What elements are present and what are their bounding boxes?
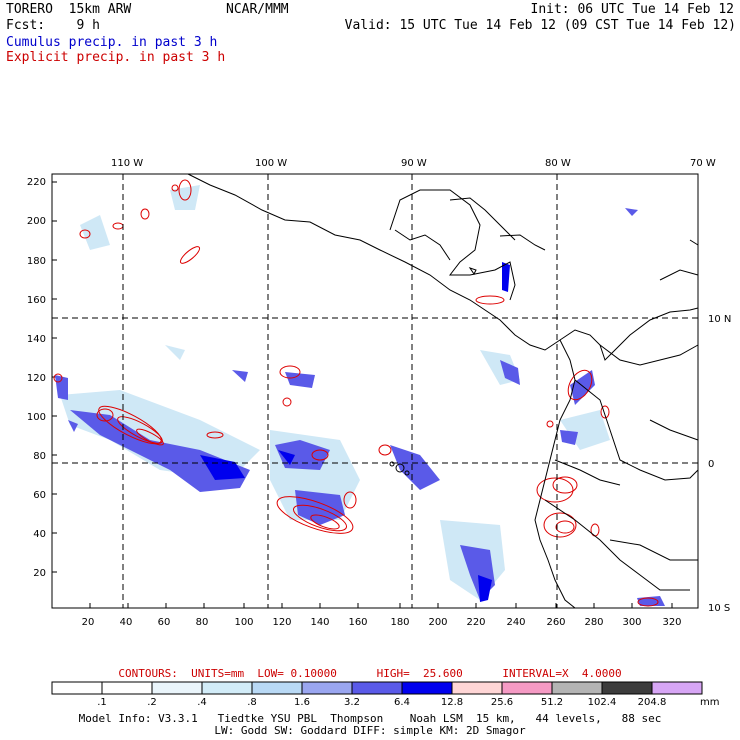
explicit-precip-contours [53, 179, 659, 607]
x-tick: 40 [120, 617, 133, 628]
graticule [52, 174, 698, 608]
legend-label: .8 [247, 697, 257, 708]
lon-label: 70 W [690, 158, 716, 169]
x-tick: 80 [196, 617, 209, 628]
model-title: TORERO 15km ARW [6, 2, 132, 17]
x-tick: 140 [310, 617, 329, 628]
lon-label: 80 W [545, 158, 571, 169]
init-time: Init: 06 UTC Tue 14 Feb 12 [530, 2, 735, 17]
x-tick: 280 [584, 617, 603, 628]
legend-color-box [101, 681, 153, 695]
legend-label: .2 [147, 697, 157, 708]
legend-label: 3.2 [344, 697, 360, 708]
legend-color-box [551, 681, 603, 695]
legend-color-box [351, 681, 403, 695]
valid-time: Valid: 15 UTC Tue 14 Feb 12 (09 CST Tue … [344, 18, 736, 33]
x-tick: 120 [272, 617, 291, 628]
legend-label: 25.6 [491, 697, 513, 708]
model-info-line1: Model Info: V3.3.1 Tiedtke YSU PBL Thomp… [78, 712, 662, 725]
y-tick: 120 [27, 373, 46, 384]
x-tick: 320 [662, 617, 681, 628]
x-tick: 60 [158, 617, 171, 628]
explicit-field-label: Explicit precip. in past 3 h [6, 50, 226, 65]
legend-color-box [201, 681, 253, 695]
contour-legend-title: CONTOURS: UNITS=mm LOW= 0.10000 HIGH= 25… [118, 667, 622, 680]
legend-label: 204.8 [638, 697, 667, 708]
cumulus-field-label: Cumulus precip. in past 3 h [6, 35, 218, 50]
legend-color-box [601, 681, 653, 695]
x-axis-ticks: 20 40 60 80 100 120 140 160 180 200 220 … [82, 617, 682, 628]
y-tick: 140 [27, 334, 46, 345]
x-tick: 300 [622, 617, 641, 628]
lon-label: 100 W [255, 158, 287, 169]
legend-color-box [451, 681, 503, 695]
x-tick: 180 [390, 617, 409, 628]
y-tick: 20 [33, 568, 46, 579]
x-tick: 100 [234, 617, 253, 628]
legend-label: .4 [197, 697, 207, 708]
legend-color-box [301, 681, 353, 695]
org-label: NCAR/MMM [226, 2, 289, 17]
y-tick: 220 [27, 177, 46, 188]
y-tick: 40 [33, 529, 46, 540]
legend-label: 6.4 [394, 697, 410, 708]
x-tick: 240 [506, 617, 525, 628]
frame-ticks [52, 181, 673, 608]
x-tick: 160 [348, 617, 367, 628]
forecast-hour: Fcst: 9 h [6, 18, 100, 33]
x-tick: 220 [466, 617, 485, 628]
legend-unit: mm [700, 697, 719, 708]
y-tick: 100 [27, 412, 46, 423]
model-info-line2: LW: Godd SW: Goddard DIFF: simple KM: 2D… [214, 724, 526, 737]
lon-label: 90 W [401, 158, 427, 169]
x-tick: 20 [82, 617, 95, 628]
x-tick: 200 [428, 617, 447, 628]
legend-label: 102.4 [588, 697, 617, 708]
legend-color-box [151, 681, 203, 695]
y-tick: 60 [33, 490, 46, 501]
legend-color-box [501, 681, 553, 695]
legend-color-box [51, 681, 103, 695]
lat-label: 0 [708, 459, 714, 470]
legend-label: 12.8 [441, 697, 463, 708]
lat-label: 10 N [708, 314, 731, 325]
legend-label: 51.2 [541, 697, 563, 708]
coastlines [187, 173, 699, 609]
legend-color-box [251, 681, 303, 695]
legend-label: 1.6 [294, 697, 310, 708]
lon-label: 110 W [111, 158, 143, 169]
precip-map: 110 W 100 W 90 W 80 W 70 W 10 N 0 10 S 2… [27, 158, 731, 628]
y-tick: 200 [27, 216, 46, 227]
y-tick: 80 [33, 451, 46, 462]
lat-label: 10 S [708, 603, 730, 614]
y-tick: 180 [27, 256, 46, 267]
y-tick: 160 [27, 295, 46, 306]
legend-color-box [401, 681, 453, 695]
map-frame [51, 173, 699, 609]
x-tick: 260 [546, 617, 565, 628]
y-axis-ticks: 220 200 180 160 140 120 100 80 60 40 20 [27, 177, 46, 579]
legend-color-box [651, 681, 703, 695]
legend-label: .1 [97, 697, 107, 708]
color-legend: .1.2.4.8 1.6 3.2 6.4 12.8 25.6 51.2 102.4 204.8 … [51, 681, 719, 708]
